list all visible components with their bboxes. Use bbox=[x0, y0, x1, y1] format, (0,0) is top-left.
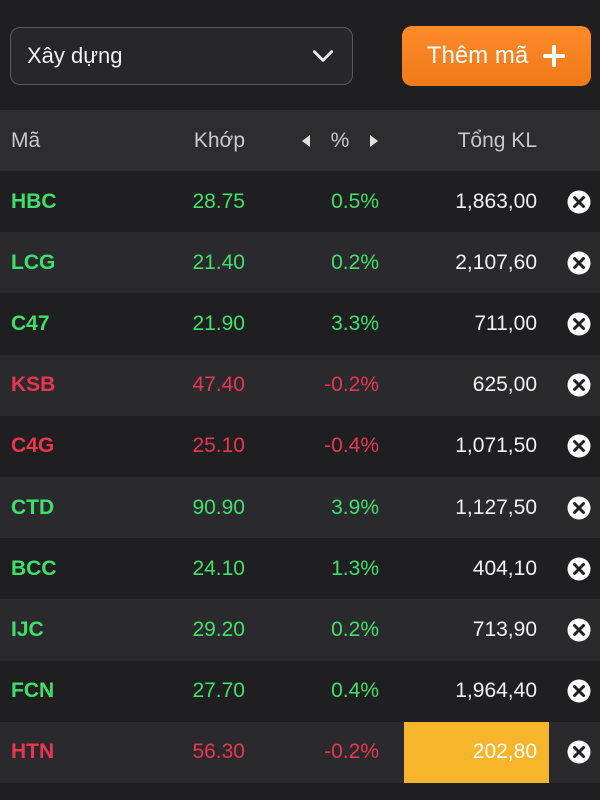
close-circle-icon bbox=[567, 434, 591, 458]
close-circle-icon bbox=[567, 496, 591, 520]
symbol-cell: KSB bbox=[11, 373, 56, 397]
table-header: Mã Khớp % Tổng KL bbox=[0, 110, 600, 171]
close-circle-icon bbox=[567, 251, 591, 275]
symbol-cell: IJC bbox=[11, 617, 44, 641]
remove-button[interactable] bbox=[566, 722, 592, 783]
remove-button[interactable] bbox=[566, 599, 592, 660]
pct-change-cell: 0.5% bbox=[331, 189, 379, 213]
remove-button[interactable] bbox=[566, 477, 592, 538]
remove-button[interactable] bbox=[566, 171, 592, 232]
header-price: Khớp bbox=[193, 128, 245, 152]
table-body: HBC 28.75 0.5% 1,863,00 LCG 21.40 0.2% 2,107,60… bbox=[0, 171, 600, 783]
remove-button[interactable] bbox=[566, 355, 592, 416]
volume-cell: 711,00 bbox=[474, 311, 537, 335]
table-row[interactable]: C4G 25.10 -0.4% 1,071,50 bbox=[0, 415, 600, 477]
symbol-cell: HBC bbox=[11, 189, 57, 213]
volume-cell: 625,00 bbox=[472, 373, 537, 397]
table-row[interactable]: CTD 90.90 3.9% 1,127,50 bbox=[0, 476, 600, 539]
add-symbol-label: Thêm mã bbox=[426, 42, 529, 69]
chevron-down-icon bbox=[312, 50, 334, 62]
close-circle-icon bbox=[567, 618, 591, 642]
price-cell: 27.70 bbox=[192, 679, 245, 703]
price-cell: 56.30 bbox=[192, 740, 245, 764]
add-symbol-button[interactable]: Thêm mã bbox=[402, 26, 591, 86]
price-cell: 28.75 bbox=[192, 189, 245, 213]
volume-cell: 1,127,50 bbox=[455, 495, 537, 519]
table-row[interactable]: IJC 29.20 0.2% 713,90 bbox=[0, 599, 600, 661]
symbol-cell: FCN bbox=[11, 679, 55, 703]
table-row[interactable]: HTN 56.30 -0.2% 202,80 bbox=[0, 721, 600, 783]
header-pct-group: % bbox=[300, 110, 380, 171]
caret-right-icon[interactable] bbox=[368, 134, 380, 148]
pct-change-cell: -0.4% bbox=[324, 434, 379, 458]
pct-change-cell: 0.2% bbox=[331, 250, 379, 274]
category-dropdown[interactable]: Xây dựng bbox=[10, 27, 353, 85]
table-row[interactable]: HBC 28.75 0.5% 1,863,00 bbox=[0, 171, 600, 233]
price-cell: 47.40 bbox=[192, 373, 245, 397]
category-label: Xây dựng bbox=[27, 43, 123, 68]
volume-cell: 1,071,50 bbox=[455, 434, 537, 458]
table-row[interactable]: BCC 24.10 1.3% 404,10 bbox=[0, 538, 600, 600]
table-row[interactable]: FCN 27.70 0.4% 1,964,40 bbox=[0, 660, 600, 722]
price-cell: 21.90 bbox=[192, 311, 245, 335]
symbol-cell: LCG bbox=[11, 250, 56, 274]
price-cell: 90.90 bbox=[192, 495, 245, 519]
price-cell: 29.20 bbox=[192, 617, 245, 641]
volume-cell: 1,863,00 bbox=[455, 189, 537, 213]
pct-change-cell: 3.9% bbox=[331, 495, 379, 519]
pct-change-cell: 3.3% bbox=[331, 311, 379, 335]
close-circle-icon bbox=[567, 190, 591, 214]
pct-change-cell: 0.2% bbox=[331, 617, 379, 641]
volume-cell: 202,80 bbox=[404, 721, 549, 783]
table-row[interactable]: C47 21.90 3.3% 711,00 bbox=[0, 293, 600, 355]
symbol-cell: C4G bbox=[11, 434, 55, 458]
symbol-cell: BCC bbox=[11, 556, 57, 580]
plus-icon bbox=[543, 45, 566, 67]
symbol-cell: C47 bbox=[11, 311, 50, 335]
close-circle-icon bbox=[567, 740, 591, 764]
price-cell: 21.40 bbox=[192, 250, 245, 274]
remove-button[interactable] bbox=[566, 293, 592, 354]
header-symbol: Mã bbox=[11, 128, 41, 152]
table-row[interactable]: LCG 21.40 0.2% 2,107,60 bbox=[0, 232, 600, 294]
pct-change-cell: 1.3% bbox=[331, 556, 379, 580]
volume-cell: 713,90 bbox=[472, 617, 537, 641]
pct-change-cell: -0.2% bbox=[324, 373, 379, 397]
watchlist-table: Mã Khớp % Tổng KL HBC 28.75 0.5% 1,863,00 LC… bbox=[0, 110, 600, 783]
pct-change-cell: 0.4% bbox=[331, 679, 379, 703]
toolbar: Xây dựng Thêm mã bbox=[0, 0, 600, 110]
volume-cell: 404,10 bbox=[472, 556, 537, 580]
price-cell: 24.10 bbox=[192, 556, 245, 580]
remove-button[interactable] bbox=[566, 538, 592, 599]
pct-change-cell: -0.2% bbox=[324, 740, 379, 764]
price-cell: 25.10 bbox=[192, 434, 245, 458]
close-circle-icon bbox=[567, 557, 591, 581]
volume-cell: 1,964,40 bbox=[455, 679, 537, 703]
table-row[interactable]: KSB 47.40 -0.2% 625,00 bbox=[0, 354, 600, 416]
symbol-cell: HTN bbox=[11, 740, 55, 764]
header-pct: % bbox=[330, 128, 350, 152]
close-circle-icon bbox=[567, 312, 591, 336]
close-circle-icon bbox=[567, 679, 591, 703]
volume-cell: 2,107,60 bbox=[455, 250, 537, 274]
remove-button[interactable] bbox=[566, 232, 592, 293]
caret-left-icon[interactable] bbox=[300, 134, 312, 148]
symbol-cell: CTD bbox=[11, 495, 55, 519]
header-volume: Tổng KL bbox=[457, 128, 537, 152]
remove-button[interactable] bbox=[566, 661, 592, 722]
close-circle-icon bbox=[567, 373, 591, 397]
remove-button[interactable] bbox=[566, 416, 592, 477]
